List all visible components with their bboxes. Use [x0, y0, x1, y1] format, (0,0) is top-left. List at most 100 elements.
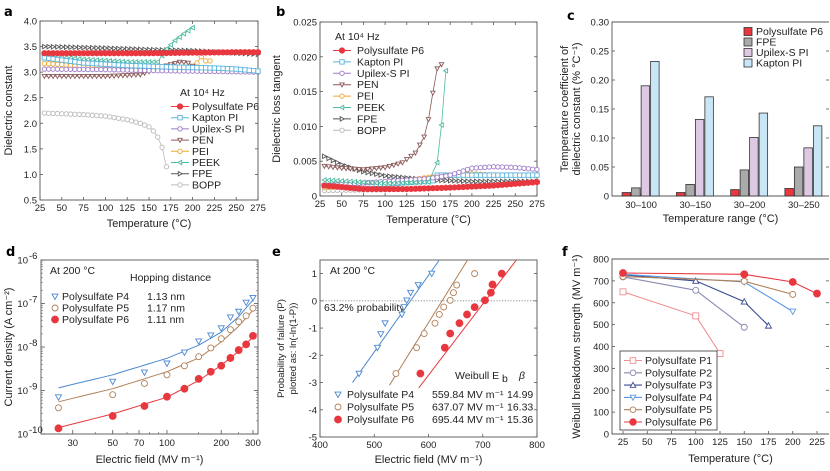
e-data-point	[440, 303, 448, 311]
a-data-point	[63, 44, 70, 51]
d-data-point	[249, 294, 257, 302]
a-data-point	[137, 63, 143, 69]
e-data-point	[463, 310, 471, 319]
c-y-axis-label-line2: dielectric constant (% °C⁻¹)	[571, 42, 583, 175]
d-x-axis-label: Electric field (MV m⁻¹)	[96, 454, 204, 466]
b-data-point	[530, 172, 536, 178]
b-data-point	[343, 166, 350, 172]
e-y-tick-label: -4	[309, 405, 317, 416]
c-legend-swatch	[743, 58, 753, 68]
c-bar-kapton-pi	[704, 96, 714, 197]
b-data-point	[499, 164, 505, 170]
panel-e-weibull-plot: 400 500 600 700 800 -5 -4 -3 -2 -1 0 1 63.2% probabi…	[276, 259, 545, 466]
b-y-tick-label: 0.020	[293, 52, 317, 63]
a-data-point	[133, 63, 139, 69]
a-data-point	[146, 63, 152, 69]
a-legend-marker	[177, 115, 183, 121]
b-legend-label: PEEK	[357, 102, 385, 114]
c-bar-polysulfate-p6	[784, 188, 794, 197]
a-data-point	[250, 68, 257, 74]
a-legend-label: Kapton PI	[192, 112, 238, 124]
f-legend-box	[619, 350, 718, 431]
b-legend-marker	[338, 104, 345, 111]
a-data-point	[150, 58, 156, 65]
f-data-point	[740, 297, 749, 305]
c-y-axis-label-line1: Temperature coefficient of	[559, 45, 571, 172]
c-x-tick-label: 30–150	[680, 200, 712, 211]
f-series-line	[622, 272, 818, 295]
b-x-tick-label: 75	[358, 199, 369, 210]
a-data-point	[254, 49, 262, 56]
b-data-point	[451, 171, 458, 177]
d-series-polysulfate-p5	[55, 304, 257, 412]
d-y-tick-exponent: -7	[29, 295, 37, 306]
b-x-tick-label: 25	[315, 199, 326, 210]
b-data-point	[503, 164, 510, 170]
b-legend-label: Polysulfate P6	[357, 45, 424, 57]
e-legend-label: Polysulfate P6	[347, 414, 414, 426]
a-data-point	[46, 43, 52, 50]
b-data-point	[334, 165, 341, 171]
f-y-axis-label: Weibull breakdown strength (MV m⁻¹)	[571, 254, 583, 438]
a-data-point	[146, 124, 152, 130]
a-data-point	[233, 66, 239, 72]
f-data-point	[716, 350, 724, 357]
d-data-point	[226, 354, 235, 362]
b-data-point	[534, 166, 540, 173]
f-y-tick-label: 700	[593, 276, 609, 287]
e-legend-label: Polysulfate P5	[347, 402, 414, 414]
b-data-point	[482, 172, 488, 178]
a-data-point	[141, 58, 147, 65]
a-legend-label: FPE	[192, 168, 212, 180]
a-data-point	[80, 66, 87, 73]
b-legend-marker	[339, 93, 345, 99]
b-legend-label: FPE	[357, 113, 377, 125]
e-data-point	[455, 319, 464, 328]
a-data-point	[180, 60, 187, 66]
a-x-tick-label: 275	[250, 203, 266, 214]
e-x-tick-label: 700	[475, 440, 491, 451]
e-data-point	[400, 304, 408, 312]
e-data-point	[446, 296, 454, 304]
a-x-tick-label: 250	[228, 203, 244, 214]
d-data-point	[234, 308, 243, 316]
d-x-tick-label: 100	[159, 438, 175, 449]
e-y-tick-label: -1	[309, 324, 317, 335]
b-data-point	[534, 172, 540, 178]
a-data-point	[198, 65, 204, 71]
a-data-point	[46, 55, 52, 62]
b-data-point	[347, 166, 354, 172]
a-data-point	[189, 64, 196, 71]
b-data-point	[382, 172, 389, 179]
f-legend-label: Polysulfate P1	[645, 355, 712, 367]
f-data-point	[764, 321, 773, 329]
a-data-point	[59, 61, 65, 68]
b-y-tick-label: 0	[312, 192, 317, 203]
a-data-point	[120, 45, 126, 52]
d-x-tick-label: 70	[134, 438, 145, 449]
d-data-point	[234, 346, 243, 354]
d-x-tick-label: 30	[67, 438, 78, 449]
a-data-point	[98, 113, 104, 119]
f-y-tick-label: 800	[593, 255, 609, 266]
a-data-point	[80, 74, 87, 80]
a-data-point	[155, 134, 161, 140]
f-y-tick-label: 300	[593, 364, 609, 375]
d-data-point	[249, 304, 257, 312]
f-legend-label: Polysulfate P3	[645, 380, 712, 392]
c-x-tick-label: 30–200	[734, 200, 766, 211]
a-data-point	[145, 58, 152, 65]
d-plot-frame	[40, 259, 259, 435]
d-y-tick-exponent: -10	[29, 425, 43, 436]
a-data-point	[141, 67, 148, 74]
b-data-point	[477, 172, 484, 178]
c-legend-swatch	[743, 48, 753, 57]
b-data-point	[378, 172, 384, 178]
d-y-tick-exponent: -8	[29, 338, 37, 349]
c-y-tick-label: 0.20	[591, 76, 610, 87]
b-data-point	[490, 172, 497, 178]
a-data-point	[54, 74, 61, 80]
a-data-point	[81, 44, 87, 51]
